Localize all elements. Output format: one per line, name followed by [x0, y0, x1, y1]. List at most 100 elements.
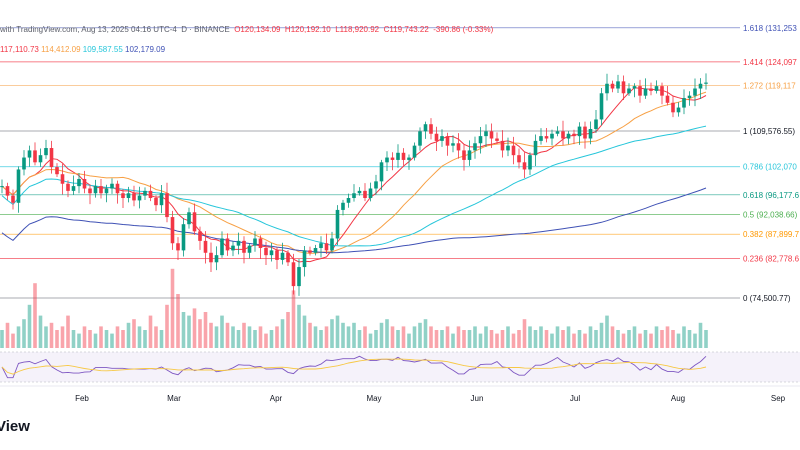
- candle-25: [137, 186, 142, 209]
- candle-118: [649, 82, 653, 96]
- candle-86: [473, 136, 477, 159]
- volume-bar-57: [313, 326, 318, 348]
- volume-bar-28: [154, 326, 158, 348]
- x-tick-7: Sep: [771, 394, 786, 403]
- volume-bar-30: [165, 304, 169, 348]
- volume-bar-96: [528, 326, 532, 348]
- candle-57: [313, 244, 318, 256]
- candle-47: [258, 235, 263, 259]
- candle-body-73: [401, 152, 406, 160]
- candle-49: [269, 242, 274, 262]
- candle-body-42: [231, 245, 235, 251]
- volume-bar-43: [236, 330, 241, 348]
- volume-bar-38: [209, 322, 213, 348]
- chart-header-info: with TradingView.com, Aug 13, 2025 04:16…: [0, 25, 493, 34]
- fibonacci-levels: [0, 27, 740, 299]
- candle-body-82: [451, 143, 455, 146]
- candle-body-110: [605, 83, 609, 94]
- candle-body-120: [660, 86, 664, 96]
- volume-bar-99: [544, 330, 549, 348]
- candle-body-88: [484, 131, 488, 137]
- volume-bar-93: [511, 333, 516, 348]
- candle-5: [27, 145, 32, 167]
- volume-bar-55: [302, 315, 307, 348]
- candle-16: [88, 184, 92, 205]
- candle-128: [704, 73, 708, 90]
- volume-bar-85: [467, 330, 472, 348]
- candle-12: [66, 180, 70, 198]
- candle-35: [192, 203, 197, 235]
- candle-body-11: [60, 174, 65, 184]
- candle-body-81: [445, 136, 450, 146]
- candle-body-95: [522, 162, 527, 170]
- candle-77: [423, 121, 428, 139]
- symbol-text: D · BINANCE: [181, 25, 230, 34]
- candle-body-56: [308, 250, 312, 253]
- candle-body-74: [407, 157, 411, 160]
- candle-79: [434, 126, 439, 152]
- candle-40: [220, 231, 224, 258]
- candle-102: [561, 120, 565, 146]
- candle-body-125: [687, 95, 692, 99]
- volume-bar-41: [225, 322, 230, 348]
- candle-43: [236, 232, 241, 255]
- candle-24: [132, 185, 136, 207]
- candle-body-124: [682, 98, 686, 108]
- volume-bar-52: [286, 312, 290, 348]
- volume-bar-50: [275, 326, 279, 348]
- candle-8: [44, 139, 48, 159]
- ma-value-2: 109,587.55: [82, 45, 126, 54]
- candle-body-65: [357, 190, 362, 194]
- candle-body-84: [462, 150, 466, 160]
- candle-body-22: [121, 193, 125, 199]
- candle-body-46: [253, 238, 257, 246]
- volume-bar-16: [88, 330, 92, 348]
- candle-68: [374, 174, 378, 195]
- fib-label-4: 0.786 (102,070: [743, 163, 797, 172]
- candle-body-0: [0, 186, 4, 188]
- volume-bar-111: [610, 326, 615, 348]
- volume-bar-62: [341, 322, 345, 348]
- ma-long-line: [1, 125, 707, 247]
- candle-body-34: [187, 212, 191, 225]
- volume-bar-32: [176, 294, 180, 348]
- candle-body-107: [588, 128, 593, 139]
- fib-label-7: 0.382 (87,899.7: [743, 230, 800, 239]
- volume-bar-15: [82, 326, 87, 348]
- ma-values-row: 117,110.73 114,412.09 109,587.55 102,179…: [0, 45, 165, 54]
- volume-bar-24: [132, 319, 136, 348]
- candle-body-15: [82, 178, 87, 189]
- candle-body-111: [610, 83, 615, 89]
- volume-bar-49: [269, 330, 274, 348]
- candle-body-113: [621, 81, 626, 94]
- volume-bar-90: [495, 333, 499, 348]
- candle-19: [104, 184, 109, 203]
- x-tick-1: Mar: [167, 394, 181, 403]
- candle-92: [506, 137, 510, 157]
- candle-body-70: [385, 157, 389, 163]
- candle-121: [665, 85, 670, 106]
- candle-body-27: [148, 190, 153, 199]
- candle-body-7: [38, 155, 43, 163]
- candle-119: [654, 80, 659, 94]
- candle-body-100: [550, 133, 554, 139]
- candle-body-21: [115, 183, 120, 194]
- volume-bar-125: [687, 330, 692, 348]
- candle-body-71: [390, 157, 395, 160]
- candle-body-118: [649, 88, 653, 91]
- candle-body-94: [517, 155, 521, 163]
- candle-110: [605, 73, 609, 101]
- candle-body-91: [500, 140, 505, 151]
- candle-body-12: [66, 183, 70, 191]
- volume-bar-46: [253, 330, 257, 348]
- candle-7: [38, 148, 43, 167]
- rsi-ma-line: [1, 358, 707, 375]
- volume-bar-121: [665, 326, 670, 348]
- candle-52: [286, 250, 290, 266]
- volume-bar-68: [374, 330, 378, 348]
- volume-bar-70: [385, 319, 389, 348]
- volume-bar-42: [231, 326, 235, 348]
- volume-bar-87: [478, 333, 483, 348]
- volume-bar-123: [676, 333, 681, 348]
